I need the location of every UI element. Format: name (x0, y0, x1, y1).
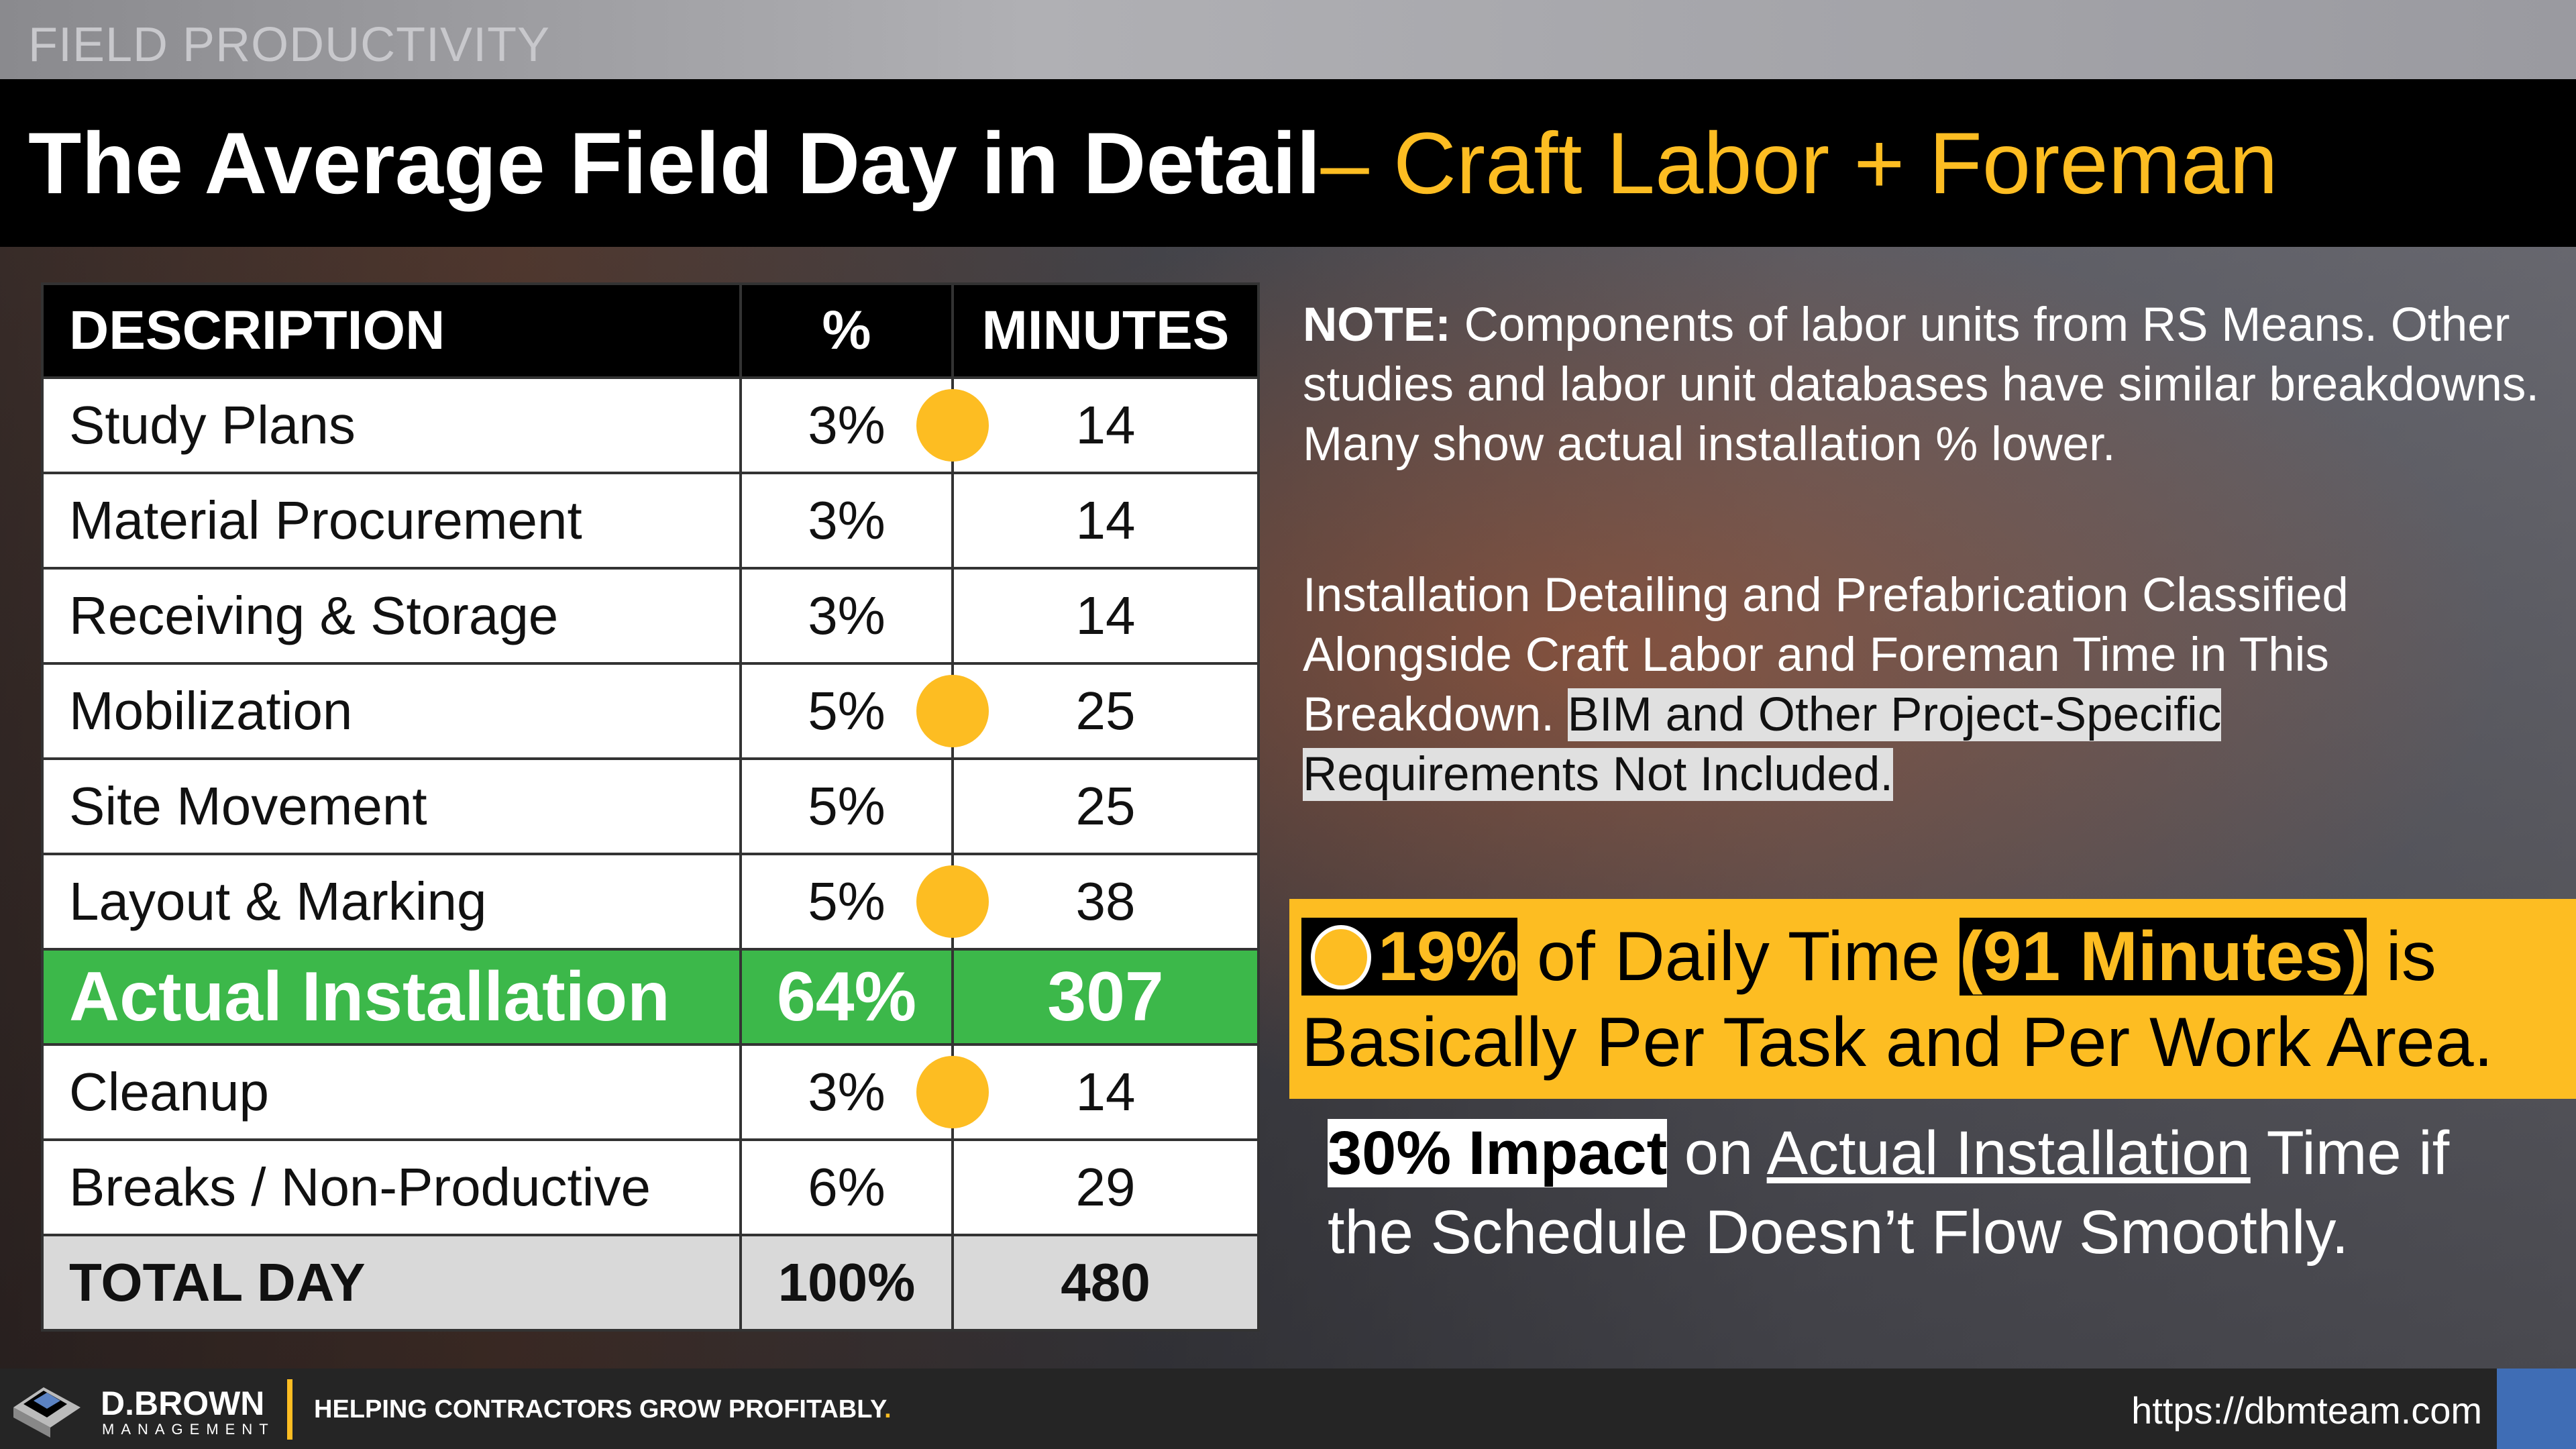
total-percent: 100% (739, 1234, 954, 1332)
circle-marker-icon (916, 675, 989, 747)
row-percent: 3% (739, 567, 954, 665)
row-percent: 64% (739, 948, 954, 1046)
row-description: Study Plans (41, 376, 742, 474)
row-minutes: 14 (951, 472, 1260, 570)
percent-value: 5% (808, 776, 885, 836)
field-day-table: DESCRIPTION % MINUTES Study Plans 3% 14 M… (41, 282, 1260, 1332)
callout-box: 19% of Daily Time (91 Minutes) is Basica… (1289, 899, 2576, 1099)
row-percent: 3% (739, 472, 954, 570)
table-row: Site Movement 5% 25 (41, 757, 1260, 855)
row-percent: 5% (739, 757, 954, 855)
row-percent: 6% (739, 1138, 954, 1236)
row-minutes: 307 (951, 948, 1260, 1046)
table-row: Layout & Marking 5% 38 (41, 853, 1260, 951)
row-description: Breaks / Non-Productive (41, 1138, 742, 1236)
row-percent: 3% (739, 376, 989, 474)
col-percent: % (739, 282, 954, 379)
circle-marker-icon (916, 865, 989, 938)
table-row: Cleanup 3% 14 (41, 1043, 1260, 1141)
row-minutes: 25 (951, 662, 1260, 760)
row-minutes: 29 (951, 1138, 1260, 1236)
row-minutes: 25 (951, 757, 1260, 855)
percent-value: 5% (808, 681, 885, 741)
row-percent: 3% (739, 1043, 989, 1141)
table-row: Receiving & Storage 3% 14 (41, 567, 1260, 665)
row-description: Receiving & Storage (41, 567, 742, 665)
col-description: DESCRIPTION (41, 282, 742, 379)
row-description: Site Movement (41, 757, 742, 855)
callout-line2: Basically Per Task and Per Work Area. (1301, 1004, 2493, 1081)
tagline: HELPING CONTRACTORS GROW PROFITABLY. (314, 1395, 892, 1424)
table-row: Breaks / Non-Productive 6% 29 (41, 1138, 1260, 1236)
page-subtitle: – Craft Labor + Foreman (1320, 114, 2278, 212)
row-percent: 5% (739, 662, 989, 760)
note-label: NOTE: (1303, 299, 1451, 352)
circle-marker-icon (916, 1056, 989, 1128)
divider (287, 1379, 292, 1440)
brand-name: D.BROWN (101, 1385, 265, 1422)
row-minutes: 14 (951, 567, 1260, 665)
dbm-logo-icon (13, 1387, 80, 1438)
impact-text: 30% Impact on Actual Installation Time i… (1328, 1114, 2569, 1272)
percent-value: 3% (808, 490, 885, 550)
callout-minutes: (91 Minutes) (1960, 918, 2367, 996)
note-text: NOTE: Components of labor units from RS … (1303, 295, 2551, 474)
total-minutes: 480 (951, 1234, 1260, 1332)
row-percent: 5% (739, 853, 989, 951)
row-minutes: 14 (951, 376, 1260, 474)
footer: D.BROWN MANAGEMENT HELPING CONTRACTORS G… (0, 1368, 2576, 1449)
table-header: DESCRIPTION % MINUTES (41, 282, 1260, 379)
table-row: Study Plans 3% 14 (41, 376, 1260, 474)
brand-sub: MANAGEMENT (102, 1421, 275, 1438)
note-paragraph-2: Installation Detailing and Prefabricatio… (1303, 566, 2551, 804)
page-title: The Average Field Day in Detail (28, 114, 1321, 212)
row-description: Layout & Marking (41, 853, 742, 951)
note-p2-text: Installation Detailing and Prefabricatio… (1303, 569, 2349, 741)
circle-marker-icon (1311, 925, 1371, 989)
top-strip: FIELD PRODUCTIVITY (0, 0, 2576, 79)
callout-pct: 19% (1378, 918, 1518, 996)
impact-t2: Time if (2250, 1119, 2450, 1187)
tagline-dot: . (884, 1395, 892, 1424)
row-description: Mobilization (41, 662, 742, 760)
table-row: Actual Installation 64% 307 (41, 948, 1260, 1046)
impact-t1: on (1667, 1119, 1767, 1187)
callout-pct-badge: 19% (1301, 918, 1518, 996)
percent-value: 5% (808, 871, 885, 931)
table-row: Material Procurement 3% 14 (41, 472, 1260, 570)
total-description: TOTAL DAY (41, 1234, 742, 1332)
percent-value: 6% (808, 1157, 885, 1217)
row-minutes: 38 (951, 853, 1260, 951)
row-description: Actual Installation (41, 948, 742, 1046)
impact-bold: 30% Impact (1328, 1119, 1668, 1187)
title-bar: The Average Field Day in Detail – Craft … (0, 79, 2576, 247)
percent-value: 3% (808, 1062, 885, 1122)
percent-value: 3% (808, 586, 885, 645)
total-row: TOTAL DAY 100% 480 (41, 1234, 1260, 1332)
row-description: Cleanup (41, 1043, 742, 1141)
note-highlight-1: BIM and Other Project-Specific (1567, 688, 2222, 741)
note-body: Components of labor units from RS Means.… (1303, 299, 2540, 471)
footer-accent-block (2497, 1368, 2576, 1449)
percent-value: 3% (808, 395, 885, 455)
section-label: FIELD PRODUCTIVITY (28, 18, 551, 72)
table-row: Mobilization 5% 25 (41, 662, 1260, 760)
row-minutes: 14 (951, 1043, 1260, 1141)
callout-text: of Daily Time (1517, 918, 1960, 996)
callout-end: is (2366, 918, 2436, 996)
website-link[interactable]: https://dbmteam.com (2131, 1389, 2482, 1432)
impact-line2: the Schedule Doesn’t Flow Smoothly. (1328, 1198, 2349, 1267)
tagline-text: HELPING CONTRACTORS GROW PROFITABLY (314, 1395, 885, 1424)
impact-underlined: Actual Installation (1766, 1119, 2251, 1187)
note-highlight-2: Requirements Not Included. (1303, 748, 1894, 801)
percent-value: 64% (776, 957, 917, 1036)
circle-marker-icon (916, 389, 989, 462)
row-description: Material Procurement (41, 472, 742, 570)
col-minutes: MINUTES (951, 282, 1260, 379)
